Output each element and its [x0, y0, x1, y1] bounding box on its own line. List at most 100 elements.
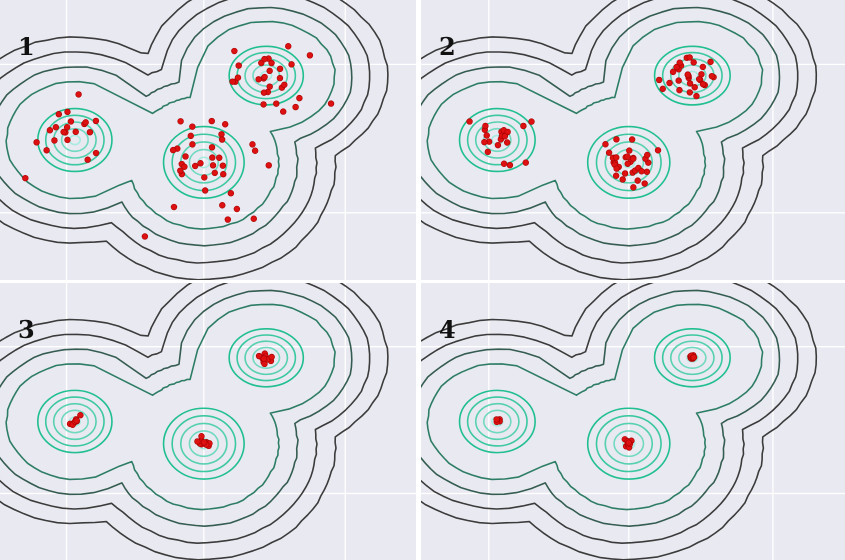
particle [669, 68, 677, 76]
particle [72, 128, 79, 136]
particle [625, 439, 632, 446]
particle [260, 89, 268, 96]
particle [696, 75, 703, 83]
particle [280, 108, 287, 115]
particle [227, 190, 235, 197]
particle [528, 118, 535, 125]
contour-line-2 [0, 6, 353, 247]
particle [82, 119, 89, 126]
particle [169, 146, 177, 154]
particle [483, 132, 490, 139]
particle [260, 101, 267, 108]
contour-line-0 [0, 283, 389, 560]
particle [684, 71, 692, 78]
contour-ring [595, 133, 662, 192]
contour-ring [37, 389, 113, 454]
particle [209, 154, 216, 161]
particle [292, 103, 299, 111]
particle [690, 59, 697, 66]
particle [306, 52, 314, 59]
contour-line-0 [0, 0, 389, 280]
particle [630, 155, 637, 162]
particle [84, 156, 91, 163]
particle [201, 187, 209, 194]
particle [285, 43, 292, 50]
contour-ring [678, 346, 707, 369]
particle [92, 149, 100, 157]
particle [189, 123, 196, 130]
panel-label: 2 [439, 32, 456, 61]
contour-ring [458, 107, 536, 173]
particle [506, 161, 514, 169]
particle [208, 144, 216, 151]
particle [481, 138, 488, 146]
particle [613, 154, 620, 161]
particle [216, 154, 223, 161]
contour-ring [244, 340, 289, 376]
particle [707, 58, 714, 66]
particle [170, 203, 178, 211]
particle [201, 174, 208, 181]
particle [619, 176, 626, 183]
particle [224, 216, 232, 223]
contour-ring [228, 328, 305, 388]
particle [690, 354, 697, 361]
particle [494, 141, 502, 149]
particle [52, 124, 60, 131]
particle [249, 141, 256, 148]
contour-ring [188, 430, 220, 458]
particle [141, 233, 149, 240]
particle [209, 162, 217, 169]
particle [624, 160, 631, 167]
contour-line-0 [421, 0, 818, 280]
particle [644, 151, 651, 159]
contour-ring [653, 328, 731, 388]
particle [273, 100, 280, 107]
particle [266, 83, 273, 90]
contour-ring [604, 141, 654, 184]
particle [211, 169, 218, 177]
contour-ring [458, 389, 536, 454]
particle [654, 147, 662, 154]
particle [675, 77, 682, 84]
particle [484, 148, 492, 156]
particle [200, 439, 208, 446]
contour-line-3 [5, 20, 336, 230]
particle [182, 153, 189, 160]
contour-ring [252, 346, 281, 369]
particle [602, 141, 609, 148]
contour-ring [44, 114, 105, 166]
particle [234, 74, 242, 81]
particle [520, 122, 527, 130]
particle [686, 89, 693, 96]
contour-line-2 [421, 289, 781, 527]
particle [218, 131, 225, 138]
particle [208, 117, 215, 125]
particle [220, 171, 227, 178]
contour-ring [474, 402, 520, 441]
contour-ring [162, 407, 245, 480]
contour-line-1 [0, 283, 371, 544]
contour-ring [52, 402, 97, 441]
particle [268, 59, 275, 67]
particle [92, 117, 100, 125]
contour-line-3 [5, 303, 336, 511]
particle [191, 162, 199, 170]
particle [250, 215, 257, 222]
particle [266, 67, 273, 75]
particle [77, 412, 84, 419]
contour-ring [171, 415, 237, 473]
particle [605, 149, 613, 156]
particle [55, 111, 63, 118]
contour-ring [482, 409, 512, 434]
panel-label: 1 [18, 32, 35, 61]
particle [260, 355, 268, 362]
particle [659, 85, 666, 93]
contour-ring [179, 422, 228, 465]
particle [265, 162, 272, 169]
particle [187, 132, 194, 140]
panel-background [421, 283, 845, 560]
contour-ring [44, 396, 105, 447]
particle [261, 73, 268, 81]
